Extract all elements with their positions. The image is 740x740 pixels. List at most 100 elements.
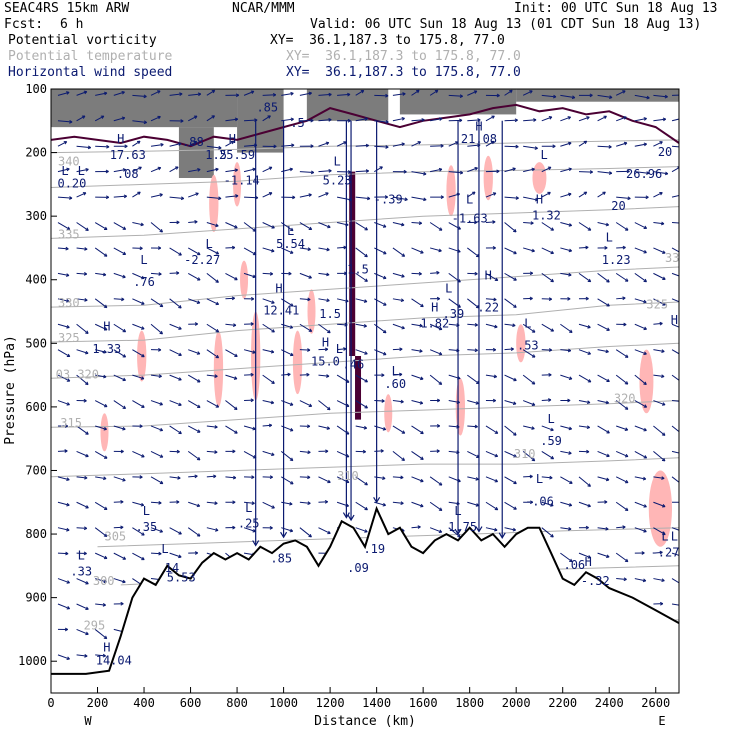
wind-vector-38: [76, 475, 88, 480]
wind-vector-601: [634, 400, 648, 408]
wind-vector-587: [615, 552, 629, 563]
wind-vector-533: [578, 140, 588, 147]
wind-vector-155: [188, 220, 198, 224]
x-tick-label: 800: [226, 696, 248, 710]
wind-vector-596: [634, 272, 647, 283]
wind-vector-516: [560, 192, 572, 198]
wind-vector-558: [597, 298, 610, 307]
wind-vector-349: [374, 449, 384, 453]
wind-vector-471: [504, 400, 517, 406]
wind-vector-160: [188, 349, 201, 355]
wind-vector-111: [150, 90, 161, 96]
wind-vector-605: [634, 501, 647, 508]
wind-vector-428: [467, 191, 476, 198]
wind-vector-103: [132, 400, 145, 408]
pv-region-5: [240, 260, 249, 299]
extrema-label: 5.23: [323, 173, 352, 187]
extrema-label: 21.08: [461, 132, 497, 146]
wind-vector-12: [57, 400, 70, 406]
extrema-label: L: [336, 342, 343, 356]
wind-vector-84: [113, 476, 126, 482]
wind-vector-93: [132, 140, 141, 147]
wind-vector-281: [318, 117, 332, 122]
wind-vector-109: [132, 552, 145, 561]
wind-vector-385: [411, 476, 424, 483]
wind-vector-320: [355, 169, 370, 173]
wind-vector-463: [504, 196, 519, 200]
wind-vector-628: [653, 578, 665, 583]
wind-vector-126: [150, 476, 164, 485]
wind-vector-645: [671, 476, 679, 483]
wind-vector-286: [318, 247, 330, 252]
x-tick-label: 400: [133, 696, 155, 710]
x-tick-label: 2600: [641, 696, 670, 710]
valid-time: Valid: 06 UTC Sun 18 Aug 13 (01 CDT Sun …: [310, 17, 702, 32]
wind-vector-47: [94, 115, 105, 122]
wind-vector-591: [634, 142, 647, 147]
wind-vector-490: [523, 425, 535, 430]
wind-vector-61: [95, 476, 107, 481]
wind-vector-172: [206, 167, 219, 173]
wind-vector-560: [597, 349, 609, 354]
wind-vector-435: [467, 374, 480, 385]
wind-vector-318: [355, 117, 368, 122]
wind-vector-326: [355, 323, 367, 328]
extrema-label: .39: [443, 307, 465, 321]
wind-vector-300: [337, 118, 351, 123]
wind-vector-127: [150, 500, 162, 505]
extrema-label: .35: [136, 520, 158, 534]
wind-vector-292: [318, 400, 331, 411]
wind-vector-185: [206, 501, 218, 505]
pv-region-10: [446, 165, 456, 217]
x-tick-label: 200: [87, 696, 109, 710]
wind-vector-603: [634, 450, 648, 459]
extrema-label: -.32: [581, 574, 610, 588]
wind-vector-74: [113, 222, 127, 230]
wind-vector-441: [485, 93, 500, 98]
wind-vector-576: [615, 272, 629, 282]
extrema-label: 14.04: [96, 653, 132, 667]
wind-vector-56: [95, 349, 107, 354]
wind-vector-556: [597, 245, 608, 250]
extrema-label: H: [585, 555, 592, 569]
wind-vector-23: [76, 90, 88, 96]
wind-vector-650: [671, 603, 679, 606]
wind-vector-270: [299, 297, 311, 302]
wind-vector-338: [374, 166, 383, 173]
wind-vector-144: [169, 425, 182, 435]
wind-vector-86: [113, 525, 124, 530]
y-tick-label: 100: [25, 82, 47, 96]
wind-vector-627: [653, 550, 663, 555]
wind-vector-462: [504, 167, 516, 173]
wind-vector-438: [467, 450, 480, 458]
wind-vector-167: [187, 527, 201, 537]
wind-vector-421: [448, 476, 461, 483]
wind-vector-564: [597, 450, 610, 458]
vertical-jet-1: [280, 120, 288, 539]
pv-region-4: [233, 162, 242, 207]
x-tick-label: 1400: [362, 696, 391, 710]
wind-vector-514: [560, 141, 572, 147]
wind-vector-545: [578, 449, 590, 454]
wind-vector-190: [225, 140, 235, 147]
wind-vector-282: [318, 141, 330, 147]
wind-vector-479: [523, 145, 538, 150]
wind-vector-53: [95, 272, 107, 277]
wind-vector-106: [132, 475, 143, 479]
wind-vector-495: [541, 116, 553, 122]
terrain-layer: [51, 505, 679, 693]
vertical-jet-7: [498, 120, 506, 540]
wind-vector-272: [299, 348, 311, 352]
extrema-label: 1.23: [602, 253, 631, 267]
wind-vector-98: [132, 272, 145, 280]
y-tick-label: 900: [25, 591, 47, 605]
wind-vector-546: [578, 476, 591, 487]
wind-vector-67: [94, 629, 108, 640]
wind-vector-196: [225, 296, 235, 301]
y-axis-label: Pressure (hPa): [3, 335, 18, 445]
wind-vector-484: [523, 271, 534, 276]
wind-vector-350: [374, 476, 386, 481]
wind-vector-181: [206, 400, 220, 408]
wind-vector-75: [113, 247, 127, 255]
wind-vector-217: [243, 349, 256, 354]
